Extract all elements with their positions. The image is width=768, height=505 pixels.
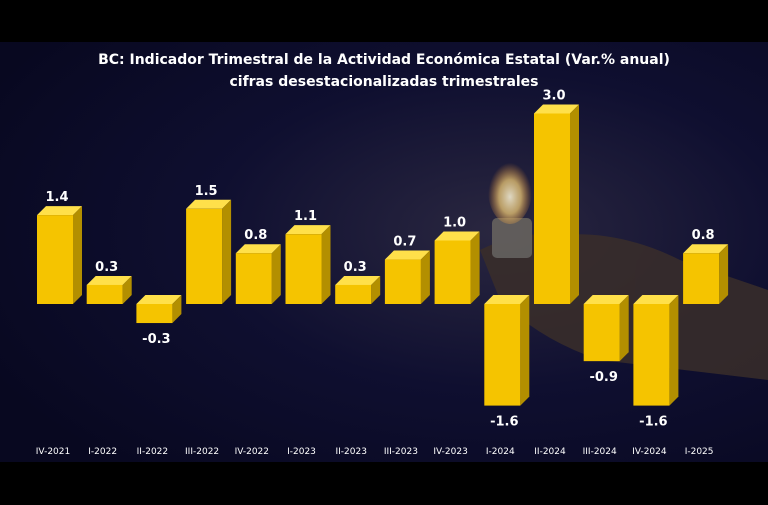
bar-top-face [86,275,132,285]
bar-top-face [633,295,679,304]
bar-side-face [669,295,679,406]
x-tick-label: IV-2022 [235,447,269,457]
bar-front-face [136,304,173,324]
bar-front-face [583,304,620,362]
bar-side-face [122,275,132,304]
bar-side-face [271,244,281,304]
bar-II-2023 [335,275,381,304]
bar-top-face [37,206,82,216]
bar-top-face [484,295,530,304]
bar-IV-2022 [235,244,281,304]
bar-IV-2023 [434,231,480,304]
bar-front-face [235,253,272,304]
bar-IV-2024 [633,295,679,406]
bar-front-face [484,304,521,406]
x-tick-label: II-2022 [137,447,168,457]
value-label: 1.4 [45,190,68,205]
bar-front-face [86,284,123,304]
bar-top-face [583,295,629,304]
bar-top-face [285,225,331,235]
x-tick-label: IV-2021 [36,447,70,457]
x-tick-label: I-2024 [486,447,515,457]
bars-group [37,104,729,406]
x-tick-label: II-2023 [335,447,366,457]
value-label: 0.8 [244,228,267,243]
bar-front-face [37,215,73,304]
value-labels-group: 1.4 0.3 -0.3 1.5 0.8 1.1 0.3 0.7 1.0 -1.6 3.0 -0.9 -… [45,89,714,430]
value-label: 1.1 [294,209,317,224]
bar-side-face [222,199,232,304]
bar-top-face [534,104,579,114]
bar-side-face [321,225,331,304]
value-label: 0.7 [393,235,416,250]
x-tick-label: III-2022 [185,447,219,457]
x-tick-label: I-2022 [88,447,117,457]
bar-I-2024 [484,295,530,406]
bar-I-2022 [86,275,132,304]
bar-I-2023 [285,225,331,304]
x-tick-label: IV-2023 [433,447,467,457]
x-tick-label: I-2023 [287,447,316,457]
chart-title: BC: Indicador Trimestral de la Actividad… [98,52,670,68]
bar-top-face [136,295,182,304]
bar-front-face [683,253,720,304]
bar-side-face [73,206,82,304]
bar-front-face [384,259,421,304]
bar-top-face [384,250,430,260]
value-label: 0.3 [95,260,118,275]
bar-front-face [335,284,372,304]
chart-subtitle: cifras desestacionalizadas trimestrales [229,74,538,90]
bar-top-face [186,199,232,209]
value-label: 1.0 [443,216,466,231]
bar-side-face [619,295,629,362]
value-label: -1.6 [639,415,667,430]
x-tick-label: I-2025 [685,447,714,457]
bar-front-face [285,234,322,304]
bar-top-face [235,244,281,254]
bar-III-2022 [186,199,232,304]
x-tick-labels-group: IV-2021 I-2022 II-2022 III-2022 IV-2022 I-202… [36,447,714,457]
bar-side-face [719,244,729,304]
value-label: -0.3 [142,332,170,347]
x-tick-label: III-2023 [384,447,418,457]
bar-front-face [434,240,471,304]
bar-side-face [520,295,530,406]
bar-II-2022 [136,295,182,324]
value-label: -0.9 [589,370,617,385]
value-label: 1.5 [195,184,218,199]
bar-side-face [470,231,480,304]
bar-side-face [371,275,381,304]
bar-front-face [633,304,670,406]
bar-front-face [534,113,570,304]
bar-II-2024 [534,104,579,304]
bar-top-face [434,231,480,241]
x-tick-label: II-2024 [534,447,566,457]
value-label: 3.0 [542,89,565,104]
value-label: 0.3 [344,260,367,275]
bar-front-face [186,208,223,304]
bar-IV-2021 [37,206,82,304]
bar-III-2023 [384,250,430,304]
bar-top-face [683,244,729,254]
bar-side-face [570,104,579,304]
value-label: -1.6 [490,415,518,430]
bar-side-face [172,295,182,324]
bar-III-2024 [583,295,629,362]
x-tick-label: IV-2024 [632,447,667,457]
x-tick-label: III-2024 [583,447,617,457]
value-label: 0.8 [692,228,715,243]
bar-side-face [420,250,430,304]
bar-I-2025 [683,244,729,304]
bar-top-face [335,275,381,285]
